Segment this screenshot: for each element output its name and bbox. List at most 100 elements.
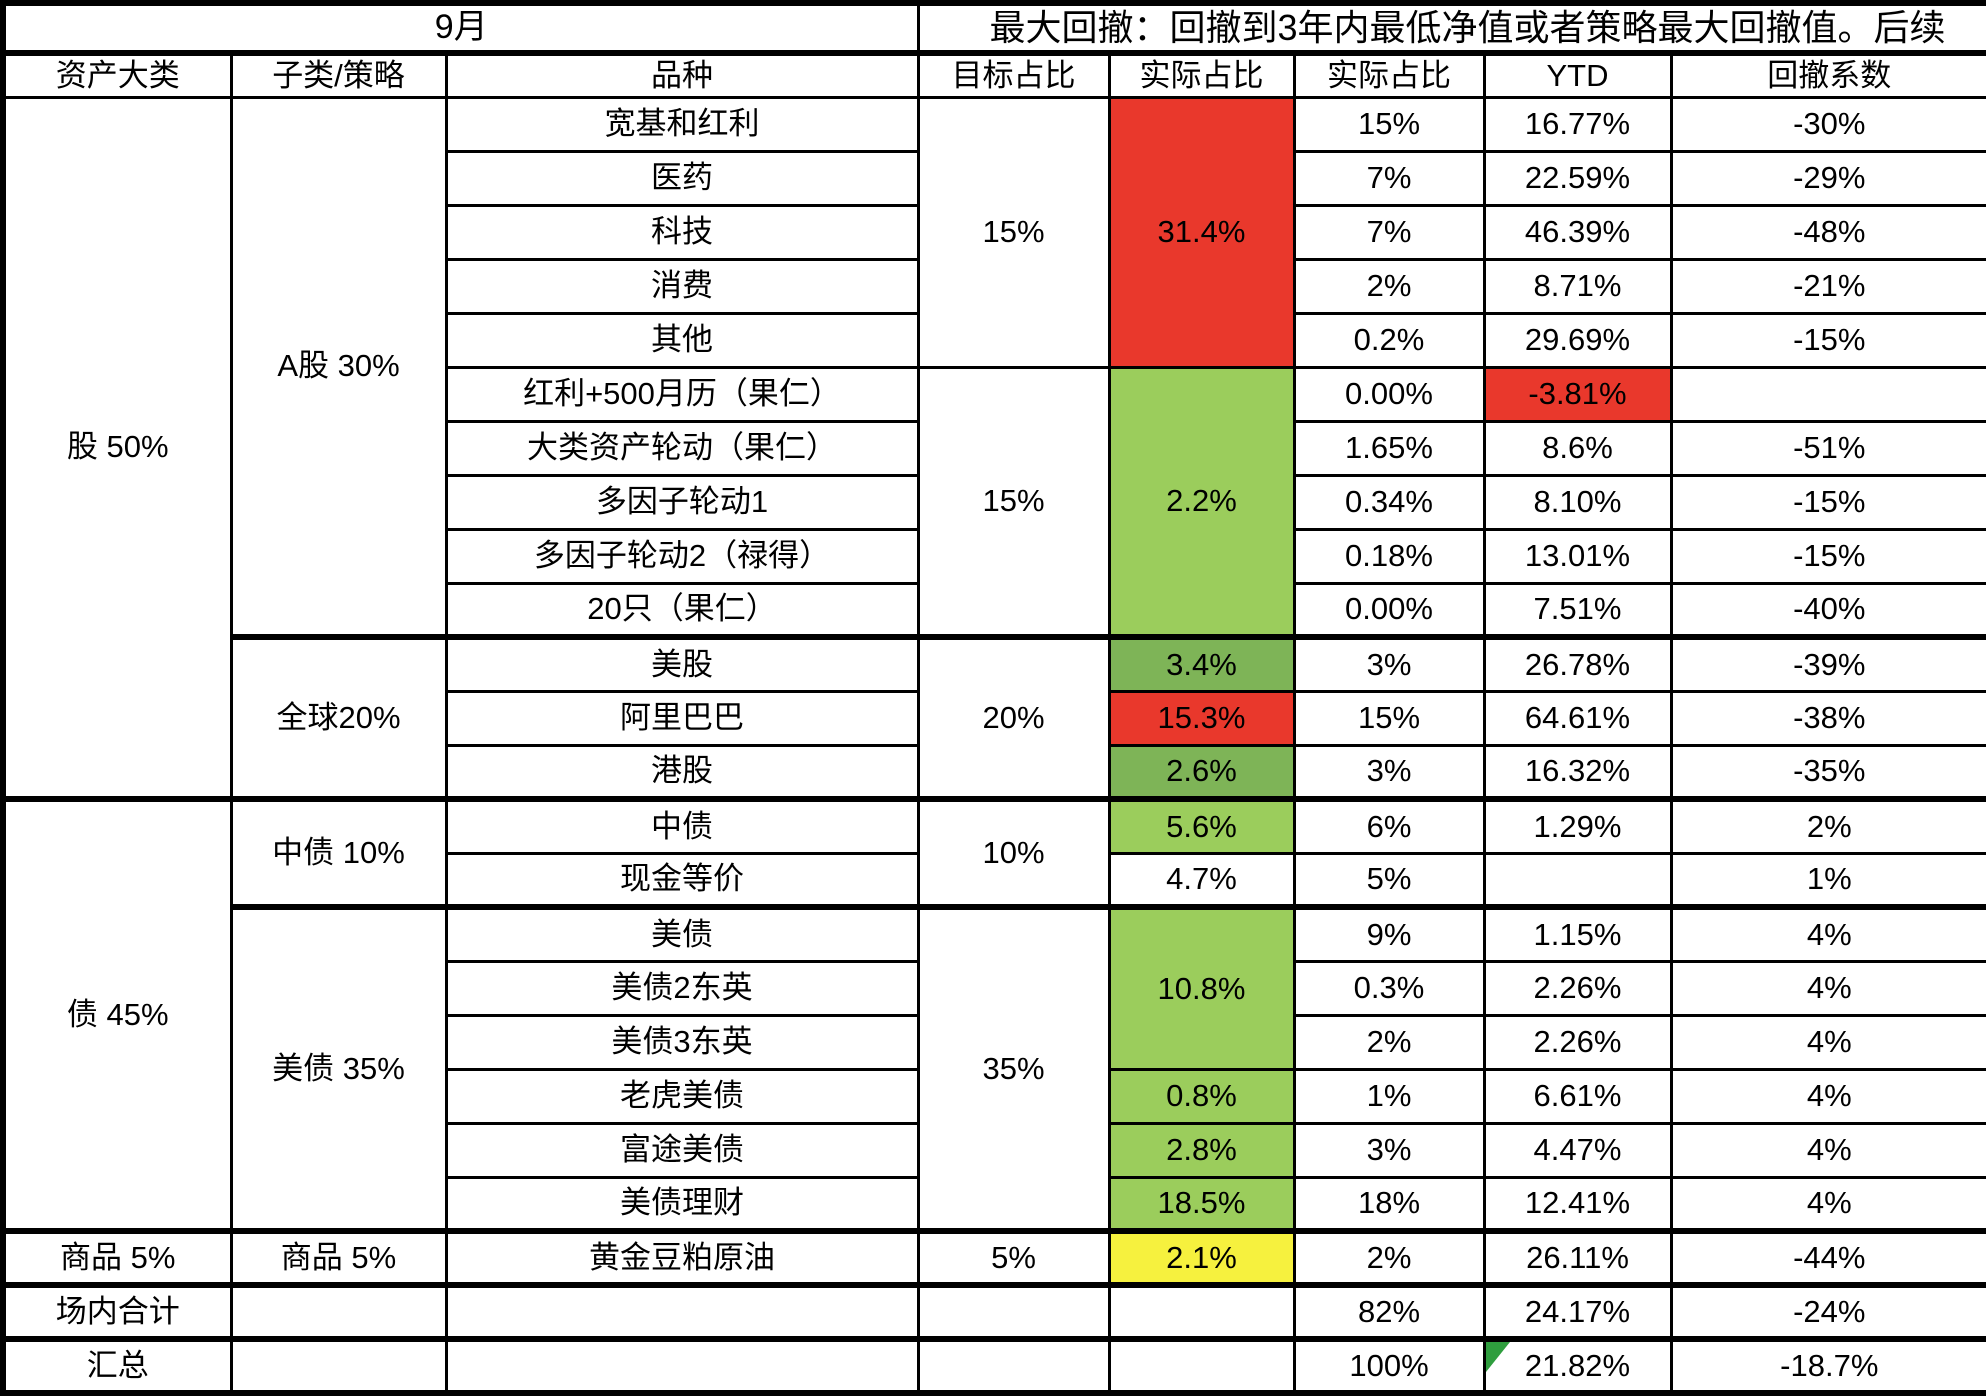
actual-ratio-cell[interactable]: 0.2% [1292, 311, 1486, 369]
drawdown-cell[interactable]: 4% [1669, 1121, 1986, 1179]
drawdown-cell[interactable]: -39% [1669, 634, 1986, 693]
variety-cell[interactable]: 红利+500月历（果仁） [444, 365, 920, 423]
ytd-cell[interactable]: 6.61% [1482, 1067, 1673, 1125]
actual-ratio-cell[interactable]: 2% [1292, 257, 1486, 315]
ytd-cell[interactable]: 16.32% [1482, 743, 1673, 801]
variety-cell[interactable]: 消费 [444, 257, 920, 315]
target-cell[interactable] [916, 1282, 1111, 1341]
drawdown-cell[interactable]: -15% [1669, 473, 1986, 531]
variety-cell[interactable]: 美债3东英 [444, 1013, 920, 1071]
actual-ratio-cell[interactable]: 1% [1292, 1067, 1486, 1125]
asset-group-cell-onexchange-total[interactable]: 场内合计 [1, 1282, 233, 1341]
ytd-cell[interactable]: 21.82% [1482, 1336, 1673, 1395]
sub-group-cell-a-share[interactable]: A股 30% [229, 95, 448, 639]
actual-group-cell-core[interactable]: 31.4% [1107, 95, 1296, 369]
col-header-actual-ratio-1[interactable]: 实际占比 [1107, 50, 1296, 99]
actual-colored-cell[interactable] [1107, 1282, 1296, 1341]
ytd-cell[interactable]: 26.11% [1482, 1228, 1673, 1287]
actual-ratio-cell[interactable]: 3% [1292, 1121, 1486, 1179]
variety-cell[interactable]: 美股 [444, 634, 920, 693]
actual-ratio-cell[interactable]: 1.65% [1292, 419, 1486, 477]
sub-group-cell-empty[interactable] [229, 1282, 448, 1341]
variety-cell[interactable]: 20只（果仁） [444, 581, 920, 639]
drawdown-cell[interactable] [1669, 365, 1986, 423]
actual-colored-cell[interactable]: 5.6% [1107, 796, 1296, 855]
variety-cell[interactable]: 中债 [444, 796, 920, 855]
actual-colored-cell[interactable]: 2.6% [1107, 743, 1296, 801]
drawdown-cell[interactable]: 4% [1669, 1013, 1986, 1071]
variety-cell[interactable]: 美债 [444, 904, 920, 963]
drawdown-cell[interactable]: -44% [1669, 1228, 1986, 1287]
col-header-drawdown-coef[interactable]: 回撤系数 [1669, 50, 1986, 99]
actual-colored-cell[interactable]: 15.3% [1107, 689, 1296, 747]
ytd-cell[interactable]: 16.77% [1482, 95, 1673, 153]
target-group-cell-cn-bond[interactable]: 10% [916, 796, 1111, 909]
drawdown-cell[interactable]: -29% [1669, 149, 1986, 207]
asset-group-cell-grand-total[interactable]: 汇总 [1, 1336, 233, 1395]
actual-ratio-cell[interactable]: 2% [1292, 1013, 1486, 1071]
ytd-cell[interactable]: 13.01% [1482, 527, 1673, 585]
drawdown-cell[interactable]: -24% [1669, 1282, 1986, 1341]
actual-ratio-cell[interactable]: 82% [1292, 1282, 1486, 1341]
col-header-variety[interactable]: 品种 [444, 50, 920, 99]
ytd-cell[interactable]: 2.26% [1482, 959, 1673, 1017]
variety-cell[interactable]: 大类资产轮动（果仁） [444, 419, 920, 477]
drawdown-cell[interactable]: -48% [1669, 203, 1986, 261]
variety-cell[interactable]: 科技 [444, 203, 920, 261]
ytd-cell[interactable]: 4.47% [1482, 1121, 1673, 1179]
max-drawdown-note-cell[interactable]: 最大回撤：回撤到3年内最低净值或者策略最大回撤值。后续 [916, 1, 1986, 55]
variety-cell[interactable]: 宽基和红利 [444, 95, 920, 153]
actual-colored-cell[interactable]: 3.4% [1107, 634, 1296, 693]
ytd-cell[interactable]: 22.59% [1482, 149, 1673, 207]
variety-cell[interactable]: 阿里巴巴 [444, 689, 920, 747]
asset-group-cell-bond[interactable]: 债 45% [1, 796, 233, 1233]
variety-cell[interactable]: 富途美债 [444, 1121, 920, 1179]
ytd-cell[interactable] [1482, 851, 1673, 909]
drawdown-cell[interactable]: 4% [1669, 1175, 1986, 1233]
ytd-cell[interactable]: 8.6% [1482, 419, 1673, 477]
actual-group-cell-a-share[interactable]: 2.2% [1107, 365, 1296, 639]
ytd-cell[interactable]: 64.61% [1482, 689, 1673, 747]
ytd-cell[interactable]: 7.51% [1482, 581, 1673, 639]
ytd-cell[interactable]: 8.10% [1482, 473, 1673, 531]
col-header-actual-ratio-2[interactable]: 实际占比 [1292, 50, 1486, 99]
actual-colored-cell[interactable]: 0.8% [1107, 1067, 1296, 1125]
variety-cell[interactable] [444, 1336, 920, 1395]
variety-cell[interactable]: 老虎美债 [444, 1067, 920, 1125]
ytd-cell[interactable]: 26.78% [1482, 634, 1673, 693]
col-header-target-ratio[interactable]: 目标占比 [916, 50, 1111, 99]
drawdown-cell[interactable]: 2% [1669, 796, 1986, 855]
sub-group-cell-global[interactable]: 全球20% [229, 634, 448, 801]
sub-group-cell-empty[interactable] [229, 1336, 448, 1395]
variety-cell[interactable]: 美债理财 [444, 1175, 920, 1233]
target-group-cell-a-share[interactable]: 15% [916, 365, 1111, 639]
actual-ratio-cell[interactable]: 5% [1292, 851, 1486, 909]
drawdown-cell[interactable]: 4% [1669, 904, 1986, 963]
variety-cell[interactable]: 现金等价 [444, 851, 920, 909]
actual-ratio-cell[interactable]: 3% [1292, 634, 1486, 693]
actual-ratio-cell[interactable]: 6% [1292, 796, 1486, 855]
ytd-cell[interactable]: 24.17% [1482, 1282, 1673, 1341]
drawdown-cell[interactable]: -35% [1669, 743, 1986, 801]
drawdown-cell[interactable]: -15% [1669, 311, 1986, 369]
variety-cell[interactable]: 医药 [444, 149, 920, 207]
ytd-cell[interactable]: 2.26% [1482, 1013, 1673, 1071]
drawdown-cell[interactable]: -21% [1669, 257, 1986, 315]
ytd-cell[interactable]: 8.71% [1482, 257, 1673, 315]
drawdown-cell[interactable]: 1% [1669, 851, 1986, 909]
drawdown-cell[interactable]: 4% [1669, 1067, 1986, 1125]
variety-cell[interactable] [444, 1282, 920, 1341]
ytd-cell[interactable]: 1.29% [1482, 796, 1673, 855]
variety-cell[interactable]: 港股 [444, 743, 920, 801]
ytd-cell[interactable]: 12.41% [1482, 1175, 1673, 1233]
ytd-cell[interactable]: 1.15% [1482, 904, 1673, 963]
target-cell[interactable]: 5% [916, 1228, 1111, 1287]
actual-ratio-cell[interactable]: 100% [1292, 1336, 1486, 1395]
drawdown-cell[interactable]: 4% [1669, 959, 1986, 1017]
actual-ratio-cell[interactable]: 0.34% [1292, 473, 1486, 531]
actual-ratio-cell[interactable]: 3% [1292, 743, 1486, 801]
sub-group-cell-commodity[interactable]: 商品 5% [229, 1228, 448, 1287]
drawdown-cell[interactable]: -30% [1669, 95, 1986, 153]
actual-group-cell-us-bond[interactable]: 10.8% [1107, 904, 1296, 1071]
actual-ratio-cell[interactable]: 0.00% [1292, 365, 1486, 423]
